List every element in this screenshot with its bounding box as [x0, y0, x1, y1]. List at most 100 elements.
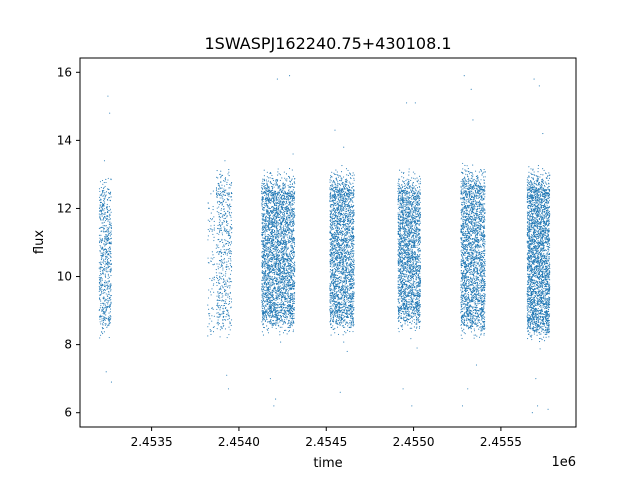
data-point — [276, 235, 278, 237]
data-point — [107, 254, 109, 256]
data-point — [230, 260, 232, 262]
data-point — [100, 267, 102, 269]
data-point — [273, 229, 276, 231]
data-point — [278, 325, 280, 327]
data-point — [263, 246, 265, 248]
data-point — [269, 235, 271, 238]
data-point — [281, 281, 283, 283]
data-point — [98, 283, 101, 285]
data-point — [287, 326, 289, 328]
data-point — [108, 206, 110, 208]
data-point — [104, 324, 106, 326]
data-point — [213, 220, 215, 223]
data-point — [263, 225, 265, 227]
data-point — [101, 309, 103, 311]
data-point — [228, 187, 230, 189]
data-point — [277, 209, 279, 211]
data-point — [264, 305, 266, 307]
data-point — [276, 315, 278, 317]
data-point — [107, 306, 109, 308]
data-point — [223, 302, 225, 305]
data-point — [283, 277, 286, 279]
data-point — [344, 211, 346, 213]
data-point — [219, 225, 222, 227]
data-point — [276, 263, 278, 265]
data-point — [218, 283, 220, 285]
data-point — [285, 225, 287, 227]
data-point — [269, 314, 271, 316]
data-point — [280, 256, 282, 258]
data-point — [288, 281, 290, 283]
data-point — [108, 293, 110, 295]
data-point — [261, 305, 263, 307]
data-point — [267, 241, 270, 243]
data-point — [229, 183, 231, 186]
data-point — [265, 227, 267, 230]
data-point — [284, 319, 286, 321]
data-point — [276, 257, 278, 259]
data-point — [262, 225, 264, 227]
data-point — [272, 193, 274, 195]
data-point — [229, 244, 232, 246]
data-point — [100, 252, 102, 254]
data-point — [266, 292, 268, 294]
data-point — [278, 259, 280, 261]
data-point — [104, 245, 106, 247]
data-point — [289, 304, 291, 307]
data-point — [286, 254, 288, 256]
data-point — [267, 236, 269, 238]
data-point — [108, 254, 110, 256]
data-point — [109, 251, 111, 253]
data-point — [107, 260, 109, 262]
data-point — [100, 284, 102, 286]
data-point — [284, 286, 286, 288]
data-point — [279, 212, 282, 214]
data-point — [290, 285, 292, 287]
data-point — [269, 181, 271, 183]
data-point — [104, 268, 106, 270]
data-point — [228, 195, 230, 197]
data-point — [263, 282, 265, 284]
data-point — [278, 229, 281, 231]
data-point — [264, 251, 266, 254]
data-point — [228, 251, 230, 253]
data-point — [106, 262, 108, 265]
data-point — [278, 258, 280, 260]
data-point — [268, 201, 270, 203]
data-point — [293, 322, 295, 324]
data-point — [222, 313, 224, 315]
data-point — [269, 210, 271, 212]
data-point — [284, 292, 287, 295]
data-point — [273, 291, 275, 293]
data-point — [217, 305, 219, 307]
data-point — [269, 265, 271, 267]
data-point — [264, 311, 266, 314]
data-point — [104, 288, 106, 290]
data-point — [263, 175, 265, 177]
data-point — [108, 319, 110, 321]
data-point — [105, 178, 107, 180]
data-point — [267, 269, 269, 271]
data-point — [267, 249, 269, 251]
data-point — [224, 261, 226, 263]
data-point — [287, 228, 289, 230]
data-point — [230, 183, 232, 185]
data-point — [207, 335, 209, 337]
data-point — [98, 290, 100, 292]
data-point — [272, 281, 274, 283]
data-point — [106, 302, 108, 304]
data-point — [291, 169, 293, 171]
data-point — [262, 285, 264, 287]
data-point — [351, 260, 353, 262]
data-point — [269, 291, 271, 293]
data-point — [273, 258, 276, 261]
data-point — [288, 269, 290, 271]
data-point — [277, 252, 279, 254]
data-point — [221, 202, 223, 204]
data-point — [291, 252, 293, 254]
data-point — [265, 184, 267, 187]
data-point — [348, 260, 350, 262]
data-point — [227, 194, 229, 196]
data-point — [110, 295, 112, 297]
data-point — [263, 297, 265, 299]
